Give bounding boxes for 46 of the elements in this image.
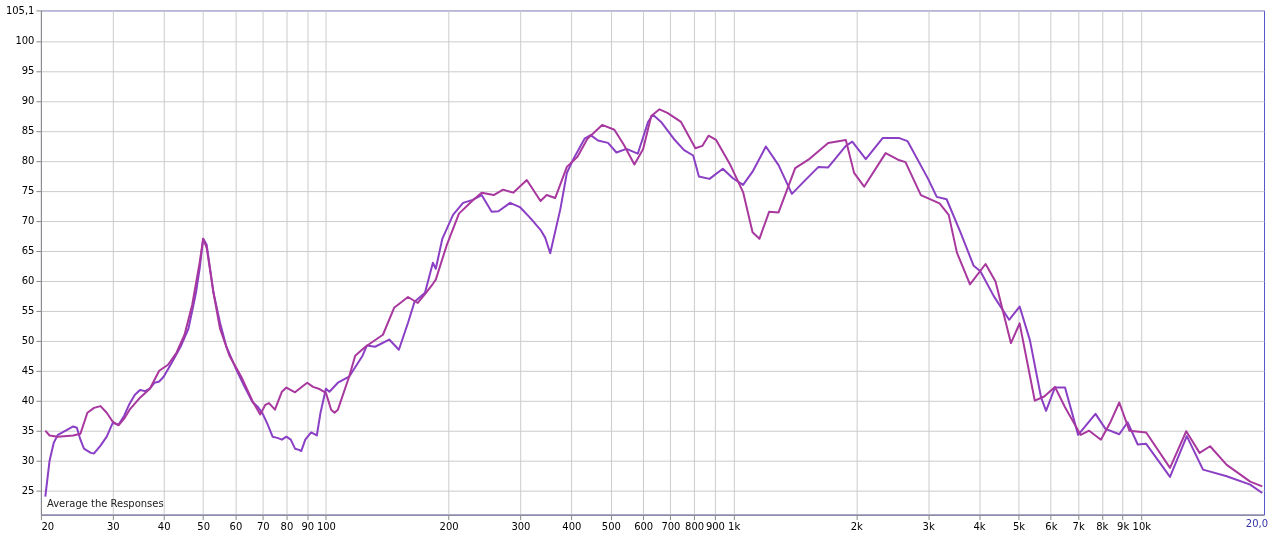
y-tick-label: 30 (21, 455, 35, 467)
y-tick-label: 90 (21, 95, 35, 107)
annotation: Average the Responses (46, 497, 164, 509)
x-tick-label: 500 (601, 521, 621, 533)
y-tick-label: 105,1 (5, 4, 35, 16)
y-tick-label: 35 (21, 425, 35, 437)
y-tick-label: 100 (15, 35, 35, 47)
y-tick-label: 60 (21, 275, 35, 287)
x-tick-label: 3k (922, 521, 935, 533)
x-tick-label: 70 (256, 521, 270, 533)
y-tick-label: 50 (21, 335, 35, 347)
x-tick-label: 80 (280, 521, 294, 533)
y-tick-label: 95 (21, 65, 35, 77)
y-tick-label: 80 (21, 155, 35, 167)
x-tick-label: 60 (229, 521, 243, 533)
x-tick-label: 5k (1013, 521, 1026, 533)
x-tick-label: 800 (685, 521, 705, 533)
x-tick-label: 200 (439, 521, 459, 533)
x-tick-label: 400 (562, 521, 582, 533)
y-tick-label: 85 (21, 125, 35, 137)
y-tick-label: 55 (21, 305, 35, 317)
y-tick-label: 40 (21, 395, 35, 407)
y-tick-label: 75 (21, 185, 35, 197)
y-tick-label: 25 (21, 485, 35, 497)
x-tick-label: 4k (973, 521, 986, 533)
y-tick-label: 70 (21, 215, 35, 227)
x-tick-label: 600 (634, 521, 654, 533)
x-tick-label: 50 (197, 521, 211, 533)
x-tick-label: 7k (1072, 521, 1085, 533)
x-tick-label: 1k (728, 521, 741, 533)
x-tick-label: 10k (1132, 521, 1152, 533)
y-tick-label: 65 (21, 245, 35, 257)
x-tick-label: 2k (850, 521, 864, 533)
y-tick-label: 45 (21, 365, 35, 377)
x-tick-label: 9k (1117, 521, 1130, 533)
x-tick-label: 300 (511, 521, 531, 533)
x-tick-label: 90 (301, 521, 315, 533)
x-tick-label: 20 (41, 521, 55, 533)
x-tick-label: 700 (661, 521, 681, 533)
x-tick-label: 6k (1045, 521, 1058, 533)
x-tick-label: 8k (1096, 521, 1109, 533)
text: 20,0 (1245, 517, 1269, 529)
x-tick-label: 900 (705, 521, 725, 533)
x-tick-label: 30 (106, 521, 120, 533)
x-tick-label: 100 (316, 521, 336, 533)
x-tick-label: 40 (157, 521, 171, 533)
